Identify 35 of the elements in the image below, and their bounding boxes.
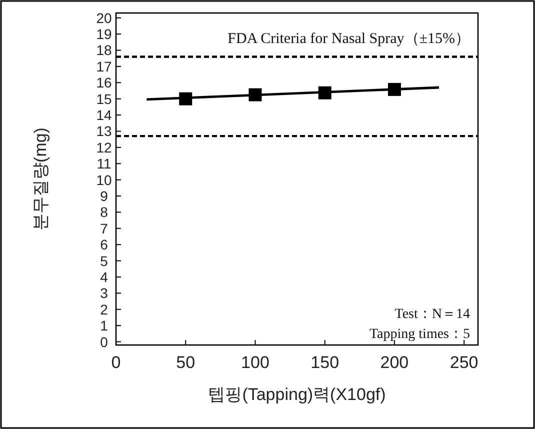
- point: [179, 92, 192, 106]
- y-tick-label: 4: [100, 268, 108, 285]
- y-tick-label: 18: [96, 42, 112, 58]
- y-tick-label: 19: [96, 26, 112, 42]
- y-tick-label: 9: [100, 188, 108, 204]
- y-axis-title: 분무질량(mg): [31, 128, 50, 230]
- y-tick-label: 20: [96, 10, 112, 26]
- point: [318, 86, 332, 100]
- x-tick-label: 100: [241, 353, 270, 372]
- y-tick-label: 0: [100, 334, 108, 350]
- y-tick-label: 13: [96, 123, 112, 140]
- y-tick-label: 16: [96, 74, 112, 91]
- y-tick-label: 6: [100, 236, 108, 253]
- y-tick-label: 2: [100, 301, 108, 318]
- annotation: Tapping times：5: [369, 327, 470, 342]
- x-tick-label: 250: [450, 353, 478, 372]
- x-tick-label: 150: [310, 353, 340, 372]
- y-tick-label: 12: [96, 139, 112, 156]
- annotation: Test：N＝14: [394, 307, 470, 322]
- annotation: FDA Criteria for Nasal Spray（±15%）: [228, 31, 470, 47]
- y-tick-label: 11: [96, 156, 112, 172]
- y-tick-label: 7: [100, 220, 108, 236]
- x-axis-title: 텝핑(Tapping)력(X10gf): [208, 385, 386, 404]
- x-tick-label: 50: [176, 353, 196, 372]
- y-tick-label: 15: [96, 90, 112, 107]
- y-tick-label: 8: [100, 204, 108, 220]
- point: [388, 82, 401, 96]
- point: [248, 88, 262, 102]
- y-tick-label: 17: [96, 58, 112, 74]
- x-tick-label: 200: [380, 353, 409, 372]
- y-tick-label: 3: [100, 285, 108, 302]
- y-tick-label: 14: [96, 107, 112, 124]
- y-tick-label: 1: [100, 318, 108, 334]
- y-tick-label: 10: [96, 172, 112, 188]
- y-tick-label: 5: [100, 252, 108, 269]
